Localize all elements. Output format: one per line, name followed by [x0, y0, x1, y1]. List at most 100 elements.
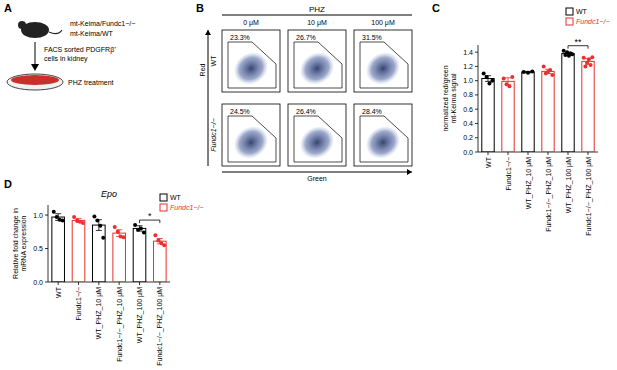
legend-label: Fundc1−/−	[170, 204, 203, 211]
y-tick-label: 1.0	[33, 212, 43, 219]
x-tick	[78, 282, 79, 285]
bar	[582, 61, 594, 152]
plot-frame	[288, 30, 346, 92]
x-tick-label: WT	[55, 286, 62, 298]
x-tick	[508, 152, 509, 155]
y-tick	[475, 52, 478, 53]
data-point	[510, 75, 514, 79]
gate-label: 23.3%	[230, 34, 250, 41]
chart-title: Epo	[101, 189, 117, 199]
data-point	[61, 218, 65, 222]
x-tick-label: Fundc1−/−_PHZ_10 μM	[545, 157, 553, 232]
gate	[294, 116, 342, 162]
flow-plot: 23.3%	[222, 30, 280, 92]
x-tick-label: Fundc1−/−_PHZ_100 μM	[585, 157, 593, 236]
cell-cloud	[294, 46, 340, 90]
data-point	[548, 68, 552, 72]
y-tick-label: 0.4	[463, 120, 473, 127]
significance-label: *	[148, 211, 152, 221]
gate-label: 31.5%	[362, 34, 382, 41]
y-tick-label: 0.0	[463, 149, 473, 156]
legend-swatch	[160, 194, 167, 201]
flow-plot: 31.5%	[354, 30, 412, 92]
legend-swatch	[566, 18, 573, 25]
x-tick-label: WT_PHZ_10 μM	[525, 157, 533, 209]
data-point	[139, 226, 143, 230]
panel-label: A	[4, 2, 12, 14]
x-tick	[159, 282, 160, 285]
x-tick-label: Fundc1−/−	[75, 287, 82, 320]
y-tick-label: 1.2	[463, 63, 473, 70]
bar	[542, 71, 554, 152]
legend-label: WT	[170, 194, 182, 201]
y-tick-label: 1.4	[463, 49, 473, 56]
gate	[360, 42, 408, 88]
y-tick	[45, 215, 48, 216]
panel-label: C	[432, 2, 440, 14]
bar	[154, 241, 167, 282]
schematic: mt-Keima/Fundc1−/−mt-Keima/WTFACS sorted…	[7, 20, 135, 90]
data-point	[95, 218, 99, 222]
plot-frame	[222, 30, 280, 92]
y-tick-label: 0.2	[463, 134, 473, 141]
axis-arrow	[222, 172, 412, 173]
significance-label: **	[574, 37, 582, 47]
dish-cells	[11, 75, 59, 85]
data-point	[587, 57, 591, 61]
dose-label: 100 μM	[371, 19, 395, 27]
bar	[72, 220, 85, 282]
data-point	[490, 79, 494, 83]
panel-label: B	[196, 2, 204, 14]
gate	[294, 42, 342, 88]
y-axis-label: mRNA expression	[20, 215, 28, 271]
title-rule	[222, 15, 412, 16]
panel-label: D	[4, 178, 12, 190]
data-point	[142, 230, 146, 234]
y-tick	[475, 66, 478, 67]
mouse-ear	[18, 21, 26, 29]
x-tick	[98, 282, 99, 285]
x-axis	[48, 282, 170, 283]
data-point	[92, 214, 96, 218]
y-tick-label: 0.6	[463, 106, 473, 113]
data-point	[482, 72, 486, 76]
y-tick	[475, 109, 478, 110]
data-point	[72, 215, 76, 219]
data-point	[562, 49, 566, 53]
data-point	[583, 64, 587, 68]
legend-swatch	[566, 8, 573, 15]
gate	[228, 116, 276, 162]
data-point	[530, 69, 534, 73]
cell-cloud	[228, 46, 274, 90]
arrowhead	[205, 30, 211, 35]
y-tick	[475, 80, 478, 81]
x-tick-label: WT_PHZ_100 μM	[136, 287, 144, 343]
bar	[113, 233, 126, 282]
gate-label: 26.4%	[296, 108, 316, 115]
data-point	[52, 210, 56, 214]
bar-chart: Epo0.00.51.0Relative fold change inmRNA …	[12, 189, 203, 366]
data-point	[502, 77, 506, 81]
data-point	[113, 225, 117, 229]
data-point	[485, 75, 489, 79]
mouse-label: mt-Keima/Fundc1−/−	[70, 20, 135, 27]
x-tick	[488, 152, 489, 155]
data-point	[570, 52, 574, 56]
dose-label: 0 μM	[243, 19, 259, 27]
flow-plot: 26.4%	[288, 104, 346, 166]
x-tick	[588, 152, 589, 155]
x-tick	[58, 282, 59, 285]
arrowhead	[407, 169, 412, 175]
x-tick	[528, 152, 529, 155]
y-tick	[45, 248, 48, 249]
legend-label: WT	[576, 8, 588, 15]
legend-swatch	[160, 204, 167, 211]
error-bar	[485, 76, 491, 82]
legend-label: Fundc1−/−	[576, 18, 609, 25]
plot-frame	[288, 104, 346, 166]
treatment-label: PHZ treatment	[68, 79, 114, 86]
x-tick-label: WT	[485, 156, 492, 168]
flow-plot: 28.4%	[354, 104, 412, 166]
data-point	[153, 233, 157, 237]
x-tick	[548, 152, 549, 155]
